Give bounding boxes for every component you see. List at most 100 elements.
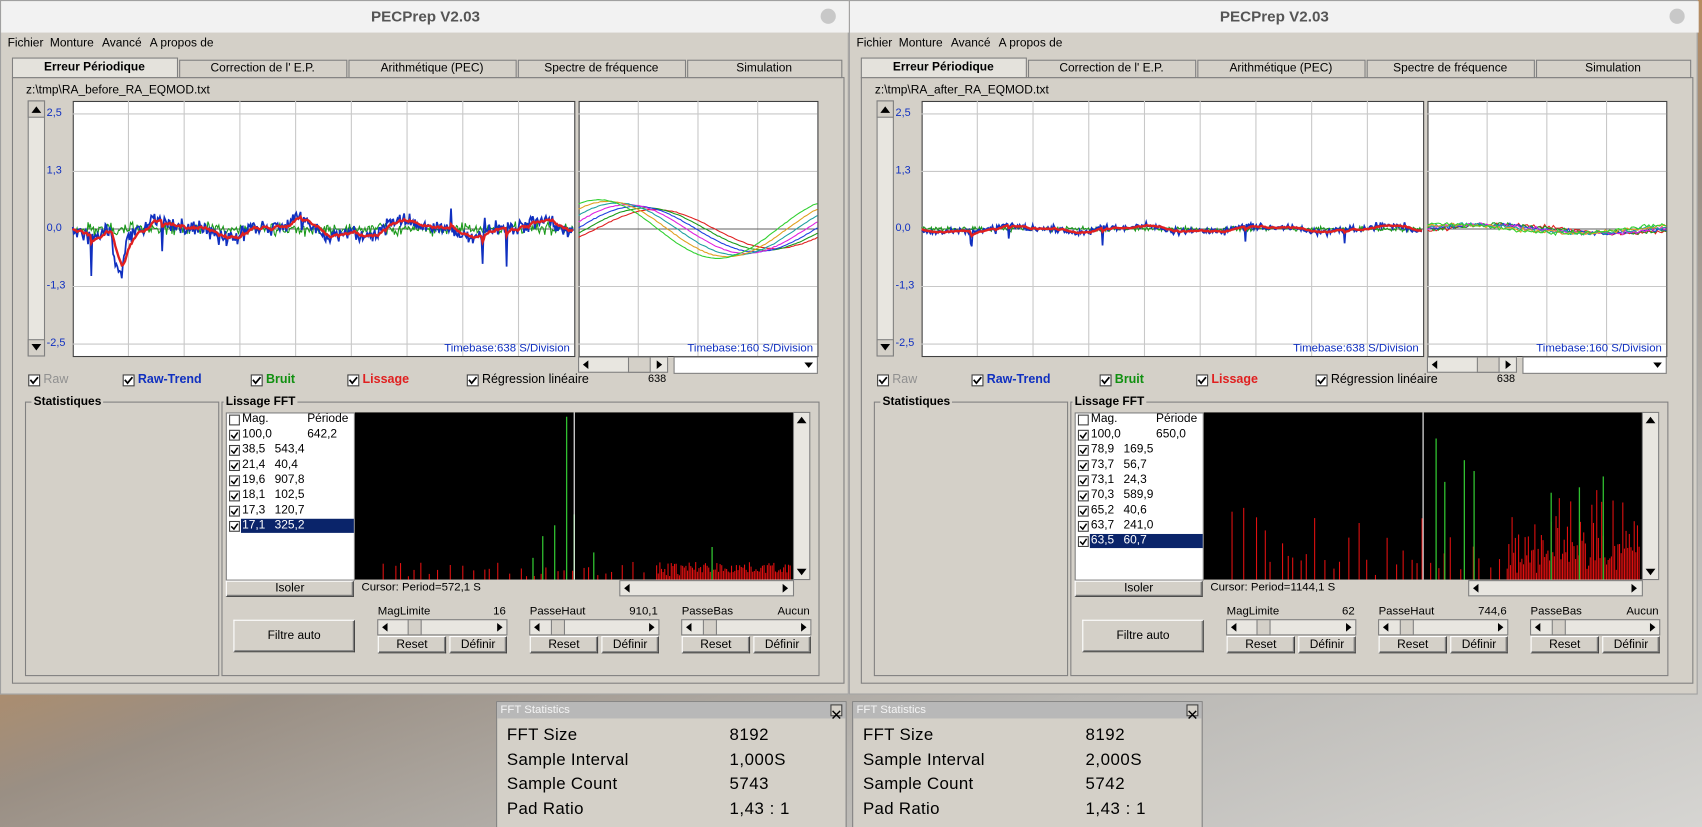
tab-label[interactable]: Arithmétique (PEC)	[1197, 62, 1364, 76]
fft-period: 40,6	[1123, 504, 1146, 518]
scroll-thumb	[1477, 357, 1499, 372]
button-label: Définir	[1603, 638, 1658, 652]
fft-magnitude: 73,7	[1091, 458, 1114, 472]
define-button[interactable]: Définir	[449, 636, 507, 653]
filter-slider	[1379, 620, 1508, 635]
checkbox-label: Raw-Trend	[987, 373, 1051, 387]
list-header: Mag.	[242, 412, 269, 426]
checkbox-label: Raw	[43, 373, 68, 387]
file-path: z:\tmp\RA_after_RA_EQMOD.txt	[875, 84, 1049, 98]
filter-slider	[682, 620, 811, 635]
filter-label: PasseHaut	[530, 605, 586, 619]
filter-value: 62	[1292, 605, 1355, 619]
auto-filter-button[interactable]: Filtre auto	[233, 620, 355, 653]
checkbox-label: Régression linéaire	[1331, 373, 1438, 387]
stat-value: 1,000S	[729, 750, 786, 770]
menu-item[interactable]: A propos de	[999, 37, 1063, 51]
menu-item[interactable]: Fichier	[856, 37, 892, 51]
slider-value: 638	[1497, 372, 1515, 386]
define-button[interactable]: Définir	[601, 636, 659, 653]
stat-value: 1,43 : 1	[729, 799, 789, 819]
v-scrollbar	[28, 101, 44, 356]
v-scrollbar	[794, 412, 810, 579]
fft-magnitude: 73,1	[1091, 473, 1114, 487]
stat-label: FFT Size	[863, 726, 934, 746]
define-button[interactable]: Définir	[1450, 636, 1508, 653]
isolate-button[interactable]: Isoler	[1075, 581, 1203, 597]
filter-slider	[530, 620, 659, 635]
tab-label[interactable]: Simulation	[1536, 62, 1690, 76]
tab-label[interactable]: Correction de l' E.P.	[1028, 62, 1195, 76]
stat-label: Sample Interval	[863, 750, 985, 770]
menu-item[interactable]: A propos de	[150, 37, 214, 51]
list-header: Période	[307, 412, 348, 426]
tab-label[interactable]: Correction de l' E.P.	[179, 62, 346, 76]
isolate-button[interactable]: Isoler	[226, 581, 354, 597]
tab-label[interactable]: Spectre de fréquence	[1367, 62, 1534, 76]
menu-item[interactable]: Avancé	[951, 37, 991, 51]
define-button[interactable]: Définir	[753, 636, 811, 653]
checkbox-label: Régression linéaire	[482, 373, 589, 387]
y-axis-label: 0,0	[47, 221, 62, 235]
scroll-thumb	[1552, 620, 1565, 635]
define-button[interactable]: Définir	[1298, 636, 1356, 653]
button-label: Filtre auto	[234, 629, 353, 643]
define-button[interactable]: Définir	[1602, 636, 1660, 653]
checkbox	[1078, 521, 1088, 531]
stat-value: 8192	[1086, 726, 1126, 746]
filter-value: Aucun	[747, 605, 810, 619]
filter-value: 744,6	[1444, 605, 1507, 619]
checkbox	[230, 491, 240, 501]
y-axis-label: 1,3	[896, 164, 911, 178]
stat-label: Sample Count	[863, 775, 974, 795]
fft-magnitude: 63,7	[1091, 519, 1114, 533]
menu-item[interactable]: Avancé	[102, 37, 142, 51]
y-axis-label: 2,5	[896, 106, 911, 120]
y-axis-label: -2,5	[896, 336, 915, 350]
reset-button[interactable]: Reset	[378, 636, 446, 653]
reset-button[interactable]: Reset	[1531, 636, 1599, 653]
fft-period: 24,3	[1123, 473, 1146, 487]
fft-magnitude: 19,6	[242, 473, 265, 487]
fft-magnitude: 70,3	[1091, 488, 1114, 502]
reset-button[interactable]: Reset	[530, 636, 598, 653]
close-button[interactable]	[1186, 704, 1198, 716]
fft-period: 241,0	[1123, 519, 1153, 533]
scroll-thumb	[629, 357, 651, 372]
close-button[interactable]	[830, 704, 842, 716]
tab-label[interactable]: Erreur Périodique	[861, 61, 1026, 75]
list-header: Période	[1156, 412, 1197, 426]
checkbox	[1078, 461, 1088, 471]
fft-period: 56,7	[1123, 458, 1146, 472]
filter-label: PasseBas	[682, 605, 733, 619]
y-axis-label: 2,5	[47, 106, 62, 120]
dropdown	[674, 357, 817, 373]
checkbox	[230, 415, 240, 425]
v-scrollbar	[877, 101, 893, 356]
tab-label[interactable]: Simulation	[687, 62, 841, 76]
stat-label: Pad Ratio	[863, 799, 940, 819]
button-label: Reset	[379, 638, 445, 652]
menu-item[interactable]: Monture	[899, 37, 943, 51]
button-label: Définir	[754, 638, 809, 652]
stat-label: Sample Interval	[507, 750, 629, 770]
filter-value: 910,1	[595, 605, 658, 619]
group-title: Statistiques	[880, 395, 952, 409]
tab-label[interactable]: Arithmétique (PEC)	[348, 62, 515, 76]
stat-label: Sample Count	[507, 775, 618, 795]
checkbox	[230, 461, 240, 471]
tab-label[interactable]: Spectre de fréquence	[518, 62, 685, 76]
fft-period: 60,7	[1123, 534, 1146, 548]
filter-label: PasseBas	[1531, 605, 1582, 619]
reset-button[interactable]: Reset	[682, 636, 750, 653]
y-axis-label: -1,3	[896, 279, 915, 293]
stats-dialog: FFT StatisticsFFT Size8192Sample Interva…	[852, 701, 1203, 827]
menu-item[interactable]: Monture	[50, 37, 94, 51]
reset-button[interactable]: Reset	[1227, 636, 1295, 653]
menu-item[interactable]: Fichier	[8, 37, 44, 51]
fft-period: 102,5	[275, 488, 305, 502]
reset-button[interactable]: Reset	[1379, 636, 1447, 653]
tab-label[interactable]: Erreur Périodique	[12, 61, 177, 75]
auto-filter-button[interactable]: Filtre auto	[1082, 620, 1204, 653]
stat-value: 2,000S	[1086, 750, 1143, 770]
